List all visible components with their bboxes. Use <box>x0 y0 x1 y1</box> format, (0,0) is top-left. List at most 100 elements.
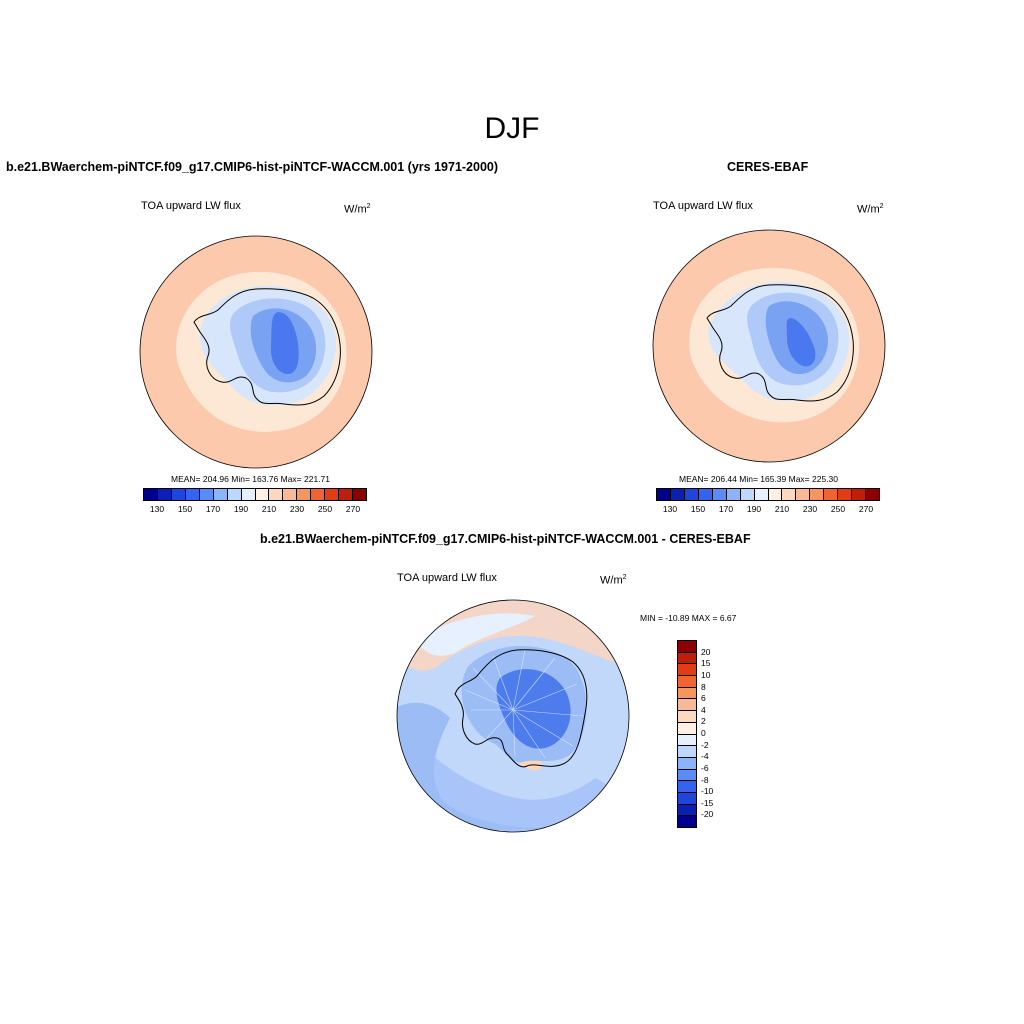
diff-colorbar-tick: -6 <box>701 762 709 773</box>
diff-polar-map <box>396 599 630 833</box>
model-panel-title: b.e21.BWaerchem-piNTCF.f09_g17.CMIP6-his… <box>6 160 499 174</box>
obs-colorbar-tick: 210 <box>774 504 790 514</box>
obs-polar-map <box>652 229 886 463</box>
diff-colorbar-swatch <box>678 722 696 735</box>
diff-colorbar-swatch <box>678 664 696 677</box>
obs-colorbar-swatch <box>670 489 685 500</box>
diff-colorbar-tick: 2 <box>701 716 706 727</box>
diff-colorbar-swatch <box>678 699 696 712</box>
model-colorbar-swatch <box>255 489 270 500</box>
diff-map-boundary <box>396 599 630 833</box>
diff-colorbar-swatch <box>678 652 696 665</box>
diff-colorbar-swatch <box>678 676 696 688</box>
season-title: DJF <box>484 112 540 145</box>
model-colorbar-tick: 270 <box>345 504 361 514</box>
diff-radial-streaks <box>464 649 584 759</box>
diff-colorbar-swatch <box>678 641 696 653</box>
model-colorbar-tick: 190 <box>233 504 249 514</box>
diff-colorbar-tick: -8 <box>701 774 709 785</box>
obs-colorbar-swatch <box>852 489 867 500</box>
model-colorbar-swatch <box>171 489 186 500</box>
model-colorbar-swatch <box>353 489 366 500</box>
obs-colorbar-tick: 150 <box>690 504 706 514</box>
model-colorbar-tick: 250 <box>317 504 333 514</box>
model-colorbar-swatch <box>297 489 312 500</box>
model-polar-map <box>139 235 373 469</box>
diff-colorbar-swatch <box>678 711 696 723</box>
diff-variable-label: TOA upward LW flux <box>397 572 497 584</box>
obs-units-label: W/m2 <box>857 203 884 216</box>
diff-colorbar-tick: 6 <box>701 693 706 704</box>
model-colorbar-swatch <box>241 489 256 500</box>
obs-panel-title: CERES-EBAF <box>727 160 809 174</box>
diff-colorbar-tick: 10 <box>701 669 711 680</box>
obs-colorbar: 130 150 170 190 210 230 250 270 <box>656 488 880 515</box>
model-colorbar-swatch <box>325 489 340 500</box>
model-colorbar-swatch <box>283 489 298 500</box>
model-colorbar-swatch <box>157 489 172 500</box>
model-colorbar-tick: 210 <box>261 504 277 514</box>
obs-colorbar-tick: 230 <box>802 504 818 514</box>
obs-ice-core <box>786 318 816 367</box>
diff-colorbar-tick: 0 <box>701 728 706 738</box>
obs-variable-label: TOA upward LW flux <box>653 200 753 212</box>
obs-colorbar-swatch <box>698 489 713 500</box>
model-antarctica-coastline <box>193 288 341 406</box>
obs-colorbar-swatch <box>782 489 797 500</box>
model-colorbar-tick: 130 <box>149 504 165 514</box>
obs-antarctica-coastline <box>706 284 854 402</box>
obs-colorbar-swatch <box>838 489 853 500</box>
obs-colorbar-swatch <box>810 489 825 500</box>
diff-continent-core <box>496 669 571 749</box>
diff-stats: MIN = -10.89 MAX = 6.67 <box>640 613 737 623</box>
diff-colorbar-swatch <box>678 734 696 747</box>
model-colorbar-swatch <box>269 489 284 500</box>
model-colorbar: 130 150 170 190 210 230 250 270 <box>143 488 367 515</box>
obs-colorbar-swatch <box>866 489 879 500</box>
model-colorbar-swatch <box>199 489 214 500</box>
model-ice-core <box>270 312 299 374</box>
obs-colorbar-swatch <box>726 489 741 500</box>
diff-colorbar-tick: -20 <box>701 809 714 820</box>
obs-colorbar-swatch <box>754 489 769 500</box>
diff-colorbar-tick: 8 <box>701 681 706 692</box>
diff-colorbar-tick: -10 <box>701 786 714 797</box>
model-colorbar-swatch <box>311 489 326 500</box>
diff-colorbar-tick: -2 <box>701 739 709 750</box>
diff-colorbar: 20 15 10 8 6 4 2 0 -2 -4 -6 -8 -10 -15 -20 <box>677 640 737 828</box>
model-colorbar-tick: 230 <box>289 504 305 514</box>
diff-colorbar-tick: -15 <box>701 797 714 808</box>
obs-colorbar-tick: 190 <box>746 504 762 514</box>
model-colorbar-tick: 170 <box>205 504 221 514</box>
model-variable-label: TOA upward LW flux <box>141 200 241 212</box>
model-colorbar-swatch <box>339 489 354 500</box>
diff-negative-south <box>397 748 629 832</box>
obs-colorbar-tick: 130 <box>662 504 678 514</box>
obs-colorbar-swatch <box>657 489 671 500</box>
diff-colorbar-swatch <box>678 757 696 770</box>
diff-colorbar-swatch <box>678 804 696 817</box>
diff-colorbar-swatch <box>678 816 696 827</box>
obs-colorbar-tick: 270 <box>858 504 874 514</box>
obs-colorbar-swatch <box>768 489 783 500</box>
diff-near-zero-band <box>415 613 535 656</box>
diff-colorbar-swatch <box>678 769 696 782</box>
obs-colorbar-swatch <box>712 489 727 500</box>
obs-colorbar-swatch <box>824 489 839 500</box>
obs-map-boundary <box>652 229 886 463</box>
obs-colorbar-swatch <box>684 489 699 500</box>
model-units-label: W/m2 <box>344 203 371 216</box>
diff-colorbar-tick: 20 <box>701 646 711 657</box>
diff-colorbar-swatch <box>678 746 696 758</box>
diff-colorbar-swatch <box>678 792 696 805</box>
diff-colorbar-swatch <box>678 687 696 700</box>
obs-colorbar-tick: 250 <box>830 504 846 514</box>
model-colorbar-swatch <box>144 489 158 500</box>
diff-colorbar-tick: -4 <box>701 751 709 762</box>
obs-colorbar-tick: 170 <box>718 504 734 514</box>
model-colorbar-swatch <box>213 489 228 500</box>
diff-colorbar-swatch <box>678 781 696 793</box>
model-colorbar-tick: 150 <box>177 504 193 514</box>
diff-colorbar-tick: 15 <box>701 658 711 669</box>
diff-units-label: W/m2 <box>600 574 627 587</box>
